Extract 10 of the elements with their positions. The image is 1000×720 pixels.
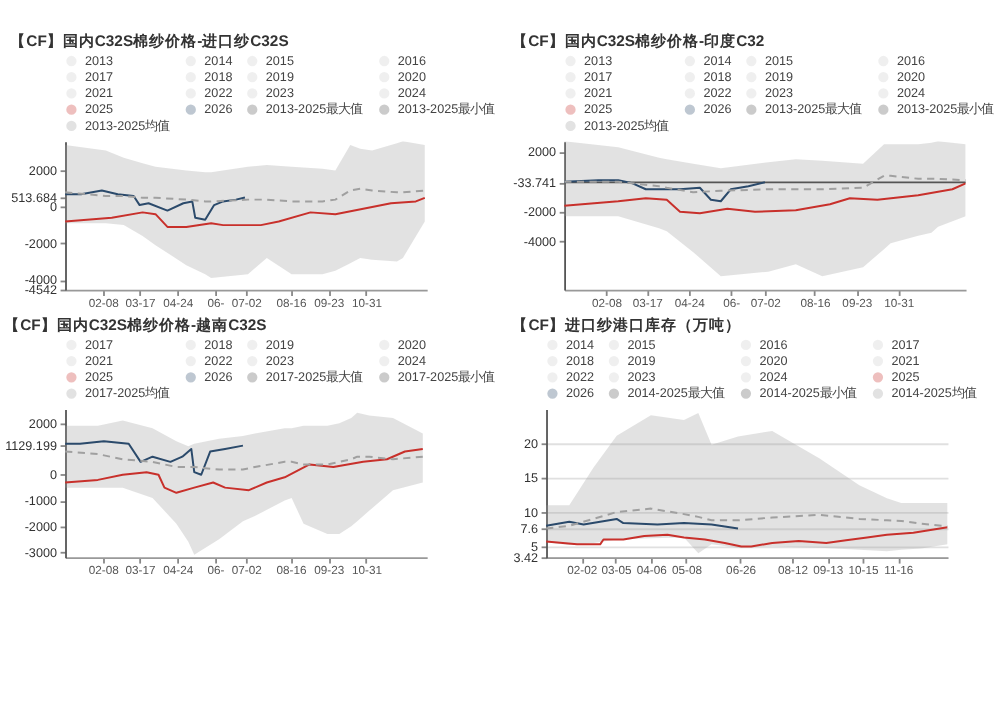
line-series <box>546 526 948 548</box>
line-series <box>65 189 246 221</box>
line-series <box>65 196 426 228</box>
line-series <box>546 507 948 530</box>
line-series <box>65 440 244 476</box>
line-series <box>564 174 966 194</box>
line-series <box>65 187 426 203</box>
line-series <box>65 450 424 471</box>
line-series <box>564 182 966 215</box>
line-series <box>65 447 424 494</box>
